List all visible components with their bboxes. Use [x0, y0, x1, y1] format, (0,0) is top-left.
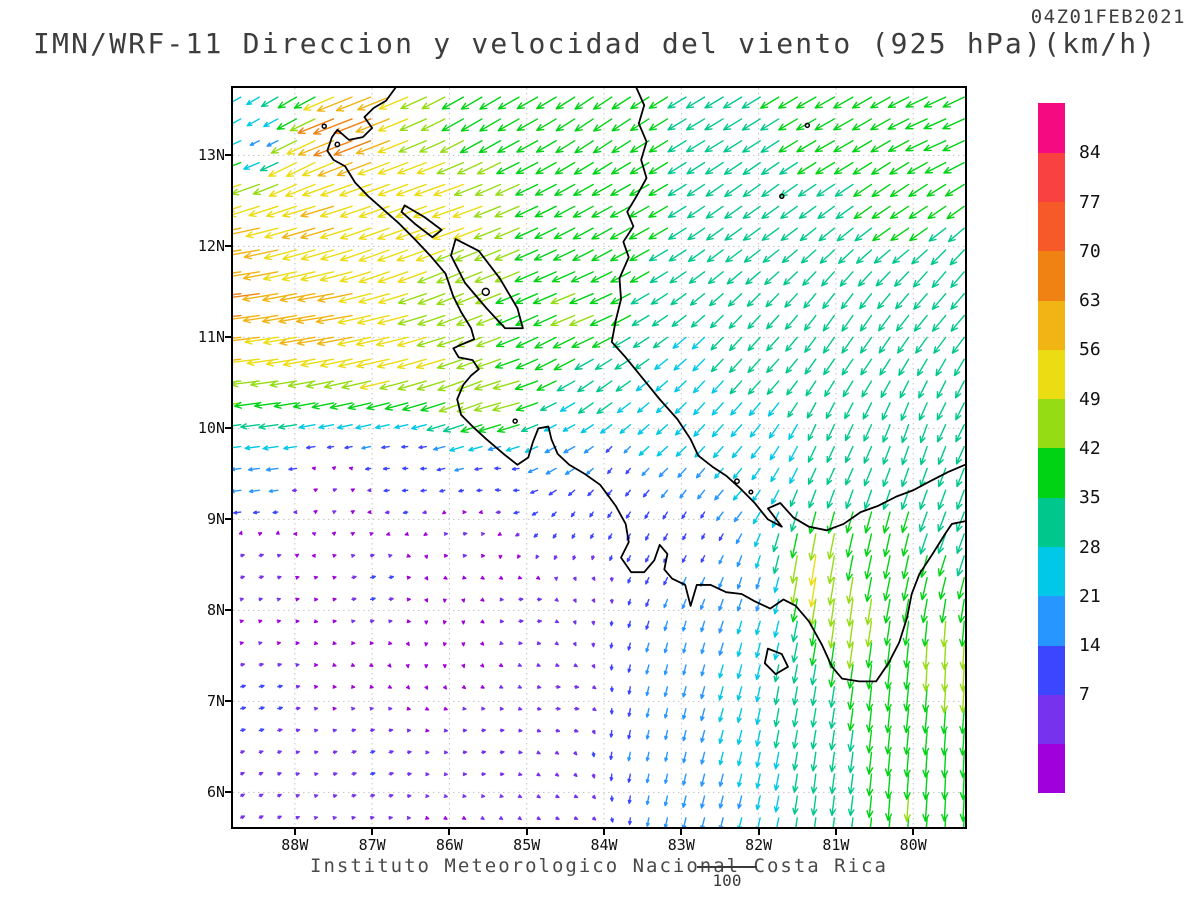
colorbar-tick-label: 14 — [1079, 635, 1101, 657]
colorbar-tick-label: 77 — [1079, 191, 1101, 213]
y-axis-tick — [225, 427, 231, 430]
x-axis-tick — [448, 829, 451, 835]
map-frame — [231, 86, 967, 829]
y-axis-tick — [225, 336, 231, 339]
colorbar-segment — [1038, 497, 1065, 548]
y-axis-tick — [225, 245, 231, 248]
x-axis-tick-label: 85W — [513, 836, 541, 854]
colorbar-tick-label: 35 — [1079, 487, 1101, 509]
x-axis-tick — [603, 829, 606, 835]
y-axis-tick-label: 6N — [206, 783, 225, 802]
colorbar-segment — [1038, 349, 1065, 400]
y-axis-tick — [225, 791, 231, 794]
colorbar-segment — [1038, 103, 1065, 153]
y-axis-tick-label: 8N — [206, 601, 225, 620]
x-axis-tick-label: 84W — [590, 836, 618, 854]
x-axis-tick — [371, 829, 374, 835]
colorbar-segment — [1038, 743, 1065, 794]
reference-vector-label: 100 — [712, 871, 742, 890]
colorbar-tick-label: 70 — [1079, 240, 1101, 262]
y-axis-tick-label: 7N — [206, 692, 225, 711]
reference-vector-line — [697, 866, 757, 868]
x-axis-tick-label: 88W — [281, 836, 309, 854]
x-axis-tick-label: 80W — [899, 836, 927, 854]
colorbar-segment — [1038, 250, 1065, 301]
y-axis-tick — [225, 609, 231, 612]
colorbar-segment — [1038, 595, 1065, 646]
colorbar-segment — [1038, 448, 1065, 498]
colorbar-tick-label: 84 — [1079, 142, 1101, 164]
colorbar-segment — [1038, 300, 1065, 350]
y-axis-tick-label: 10N — [197, 419, 225, 438]
valid-timestamp: 04Z01FEB2021 — [1030, 6, 1186, 28]
x-axis-tick-label: 82W — [745, 836, 773, 854]
wind-vector-map-canvas — [233, 88, 965, 827]
y-axis-tick-label: 13N — [197, 146, 225, 165]
y-axis-tick — [225, 154, 231, 157]
x-axis-tick — [757, 829, 760, 835]
colorbar-tick-label: 21 — [1079, 585, 1101, 607]
x-axis-tick-label: 83W — [667, 836, 695, 854]
colorbar-tick-label: 28 — [1079, 536, 1101, 558]
colorbar-segment — [1038, 201, 1065, 252]
x-axis-tick — [293, 829, 296, 835]
colorbar-segment — [1038, 152, 1065, 203]
colorbar-tick-label: 56 — [1079, 339, 1101, 361]
colorbar-tick-label: 42 — [1079, 438, 1101, 459]
colorbar-segment — [1038, 546, 1065, 597]
x-axis-tick-label: 81W — [822, 836, 850, 854]
colorbar-segment — [1038, 694, 1065, 745]
colorbar-tick-label: 7 — [1079, 684, 1090, 706]
colorbar-segment — [1038, 645, 1065, 695]
colorbar-tick-label: 63 — [1079, 290, 1101, 312]
credit-text: Instituto Meteorologico Nacional Costa R… — [310, 855, 888, 877]
chart-title: IMN/WRF-11 Direccion y velocidad del vie… — [33, 27, 1158, 60]
y-axis-tick-label: 11N — [197, 328, 225, 347]
colorbar-tick-label: 49 — [1079, 388, 1101, 410]
x-axis-tick — [680, 829, 683, 835]
x-axis-tick-label: 87W — [358, 836, 386, 854]
y-axis-tick — [225, 518, 231, 521]
x-axis-tick-label: 86W — [435, 836, 463, 854]
y-axis-tick-label: 9N — [206, 510, 225, 529]
x-axis-tick — [912, 829, 915, 835]
y-axis-tick-label: 12N — [197, 237, 225, 256]
y-axis-tick — [225, 700, 231, 703]
x-axis-tick — [525, 829, 528, 835]
colorbar-segment — [1038, 398, 1065, 449]
x-axis-tick — [834, 829, 837, 835]
